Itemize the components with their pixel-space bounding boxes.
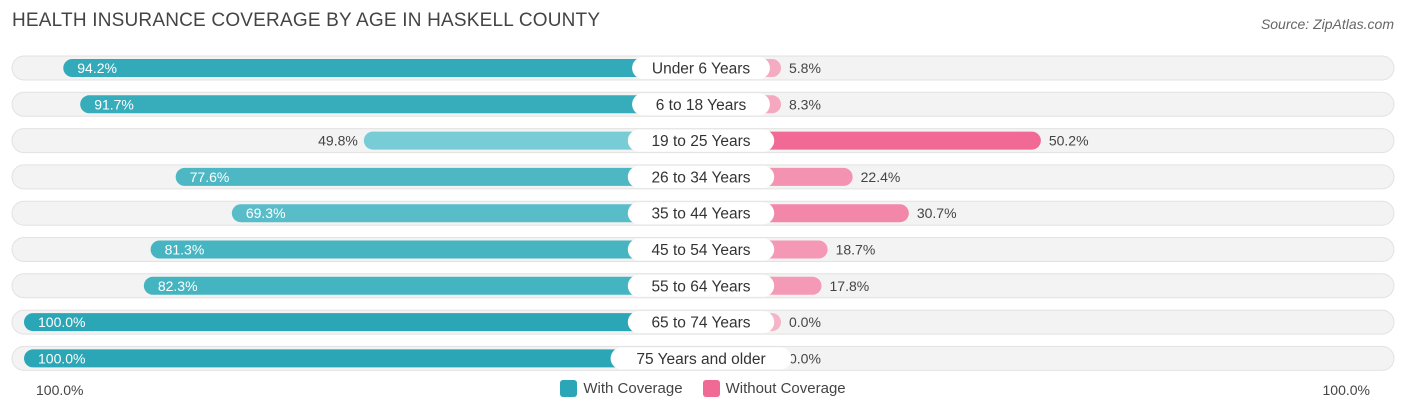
label-without-coverage: 50.2% bbox=[1049, 133, 1089, 149]
axis-right-label: 100.0% bbox=[1322, 382, 1370, 398]
chart-row: 100.0% 0.0% 75 Years and older bbox=[11, 345, 1395, 371]
category-label: 75 Years and older bbox=[636, 351, 765, 368]
label-without-coverage: 0.0% bbox=[789, 314, 821, 330]
category-pill bbox=[627, 129, 775, 152]
chart-row: 81.3% 18.7% 45 to 54 Years bbox=[11, 237, 1395, 262]
label-with-coverage: 100.0% bbox=[38, 314, 85, 330]
category-pill bbox=[627, 202, 775, 225]
legend-with-coverage: With Coverage bbox=[560, 380, 683, 397]
label-with-coverage: 81.3% bbox=[165, 242, 205, 258]
category-pill bbox=[632, 93, 770, 116]
legend: With Coverage Without Coverage bbox=[0, 380, 1406, 397]
chart-row: 77.6% 22.4% 26 to 34 Years bbox=[11, 164, 1395, 190]
legend-label-with: With Coverage bbox=[583, 380, 683, 397]
label-with-coverage: 94.2% bbox=[77, 60, 117, 76]
bar-with-coverage bbox=[143, 276, 702, 295]
legend-swatch-without bbox=[702, 380, 720, 397]
legend-label-without: Without Coverage bbox=[725, 380, 846, 397]
category-pill bbox=[610, 347, 792, 370]
category-label: 45 to 54 Years bbox=[651, 242, 750, 259]
bar-with-coverage bbox=[24, 349, 701, 368]
label-with-coverage: 100.0% bbox=[38, 350, 85, 366]
label-without-coverage: 30.7% bbox=[917, 205, 957, 221]
label-without-coverage: 0.0% bbox=[789, 350, 821, 366]
bar-with-coverage bbox=[63, 59, 702, 77]
bar-with-coverage bbox=[150, 240, 701, 259]
category-pill bbox=[627, 165, 775, 188]
bar-without-coverage bbox=[701, 131, 1041, 150]
label-with-coverage: 69.3% bbox=[246, 205, 286, 221]
category-label: 35 to 44 Years bbox=[651, 206, 750, 223]
chart-row: 91.7% 8.3% 6 to 18 Years bbox=[11, 91, 1395, 117]
category-pill bbox=[627, 274, 775, 297]
chart-row: 82.3% 17.8% 55 to 64 Years bbox=[11, 273, 1395, 299]
category-pill bbox=[632, 57, 770, 79]
label-without-coverage: 18.7% bbox=[836, 242, 876, 258]
chart-row: 69.3% 30.7% 35 to 44 Years bbox=[11, 200, 1395, 226]
label-with-coverage: 49.8% bbox=[318, 133, 358, 149]
axis-left-label: 100.0% bbox=[36, 382, 84, 398]
source-credit: Source: ZipAtlas.com bbox=[1260, 16, 1394, 32]
bar-with-coverage bbox=[363, 131, 701, 150]
label-with-coverage: 77.6% bbox=[190, 169, 230, 185]
chart-title: HEALTH INSURANCE COVERAGE BY AGE IN HASK… bbox=[12, 10, 601, 31]
category-label: 55 to 64 Years bbox=[651, 278, 750, 295]
bar-with-coverage bbox=[24, 313, 701, 332]
bar-with-coverage bbox=[80, 95, 702, 114]
chart-row: 100.0% 0.0% 65 to 74 Years bbox=[11, 309, 1395, 335]
label-without-coverage: 17.8% bbox=[830, 278, 870, 294]
bar-with-coverage bbox=[175, 167, 701, 186]
label-without-coverage: 22.4% bbox=[861, 169, 901, 185]
category-pill bbox=[627, 311, 775, 334]
category-pill bbox=[627, 238, 775, 261]
category-label: 65 to 74 Years bbox=[651, 315, 750, 332]
label-with-coverage: 91.7% bbox=[94, 96, 134, 112]
legend-without-coverage: Without Coverage bbox=[702, 380, 846, 397]
category-label: 26 to 34 Years bbox=[651, 169, 750, 186]
category-label: 6 to 18 Years bbox=[656, 97, 747, 114]
label-without-coverage: 8.3% bbox=[789, 96, 821, 112]
category-label: Under 6 Years bbox=[652, 61, 750, 78]
legend-swatch-with bbox=[560, 380, 578, 397]
category-label: 19 to 25 Years bbox=[651, 133, 750, 150]
chart-row: 94.2% 5.8% Under 6 Years bbox=[11, 55, 1395, 81]
label-with-coverage: 82.3% bbox=[158, 278, 198, 294]
bar-with-coverage bbox=[231, 204, 702, 223]
label-without-coverage: 5.8% bbox=[789, 60, 821, 76]
chart-row: 49.8% 50.2% 19 to 25 Years bbox=[11, 128, 1395, 154]
